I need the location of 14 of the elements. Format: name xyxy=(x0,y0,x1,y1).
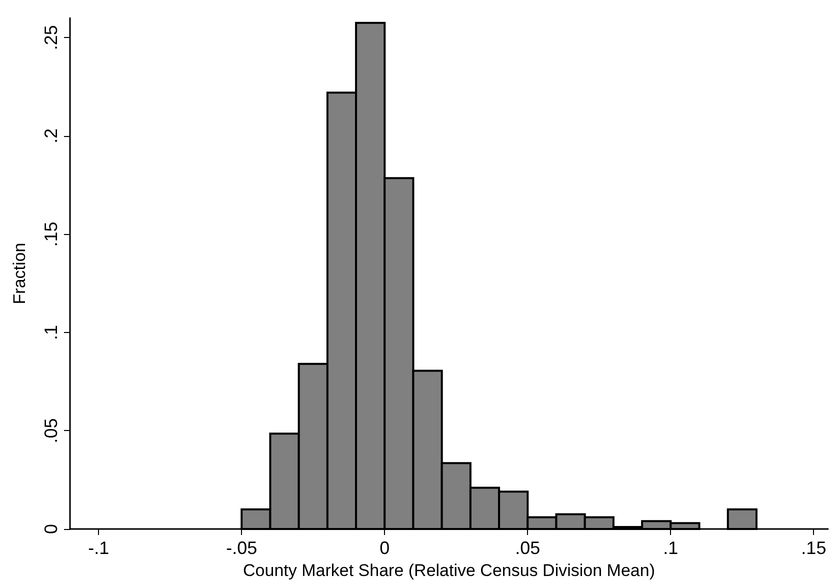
y-tick-label: .25 xyxy=(41,25,61,50)
x-tick-label: -.1 xyxy=(88,538,110,558)
y-tick-label: .15 xyxy=(41,222,61,247)
y-tick-label: .2 xyxy=(41,128,61,144)
y-axis-title: Fraction xyxy=(10,242,29,304)
y-tick-label: .05 xyxy=(41,418,61,444)
x-tick-label: -.05 xyxy=(226,538,258,558)
x-tick-label: .15 xyxy=(801,538,826,558)
x-axis-title: County Market Share (Relative Census Division Mean) xyxy=(243,560,655,580)
y-tick-label: 0 xyxy=(41,524,61,534)
x-tick-label: .05 xyxy=(515,538,540,558)
x-tick-label: .1 xyxy=(663,538,678,558)
x-tick-label: 0 xyxy=(380,538,390,558)
y-tick-label: .1 xyxy=(41,324,61,340)
